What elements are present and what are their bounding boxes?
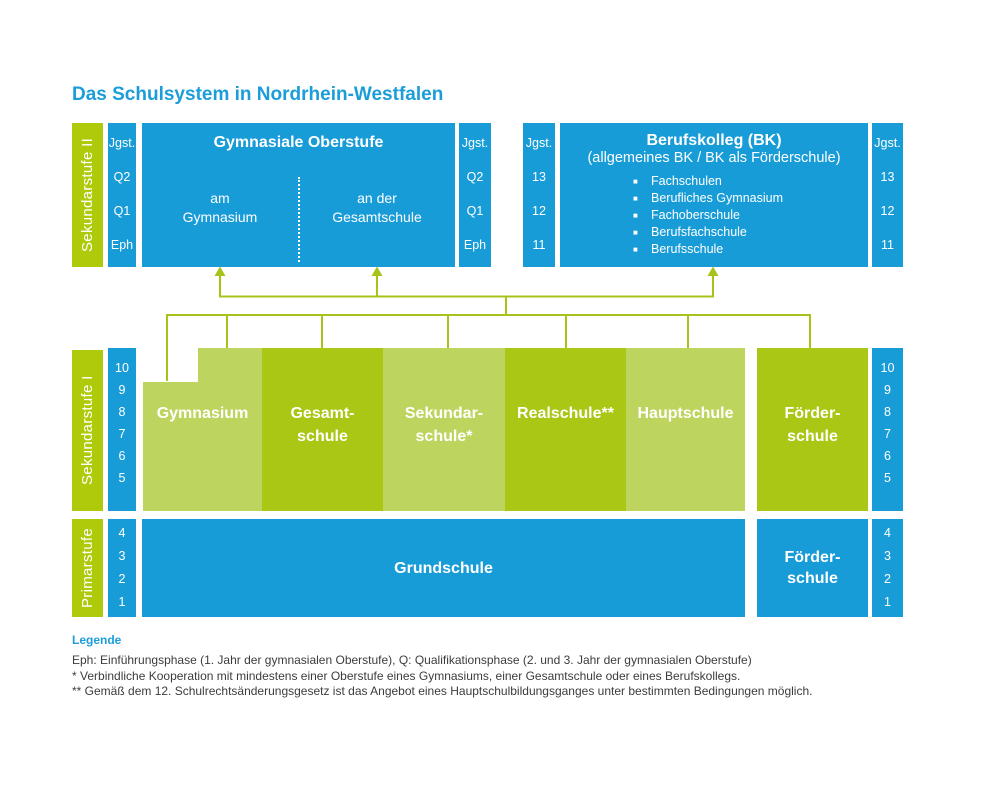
grade-label: Eph — [110, 238, 134, 252]
gymnasiale-oberstufe-box: Gymnasiale Oberstufe am Gymnasium an der… — [142, 123, 455, 267]
legend-line: * Verbindliche Kooperation mit mindesten… — [72, 668, 741, 683]
school-box-sekundarschule: Sekundar- schule* — [383, 348, 505, 511]
grade-label: 11 — [881, 238, 894, 252]
jgst-column-go-left: Jgst. Q2 Q1 Eph — [108, 123, 136, 267]
bullet-icon: ■ — [633, 245, 638, 254]
school-label: Grundschule — [394, 559, 493, 577]
grade-label: 11 — [532, 238, 546, 252]
grade-label: Q1 — [466, 204, 484, 218]
berufskolleg-box: Berufskolleg (BK) (allgemeines BK / BK a… — [560, 123, 868, 267]
list-item: ■ Berufliches Gymnasium — [633, 190, 783, 207]
grade-label: 6 — [884, 449, 891, 463]
jgst-column-bk-left: Jgst. 13 12 11 — [523, 123, 555, 267]
grade-col-header: Jgst. — [874, 136, 901, 150]
bullet-icon: ■ — [633, 194, 638, 203]
grade-label: 8 — [118, 405, 126, 419]
gymnasiale-oberstufe-title: Gymnasiale Oberstufe — [213, 134, 384, 151]
school-box-foerderschule-primar: Förder- schule — [757, 519, 868, 617]
list-item: ■ Berufsfachschule — [633, 224, 783, 241]
legend-line: Eph: Einführungsphase (1. Jahr der gymna… — [72, 653, 752, 667]
grade-label: Q2 — [466, 170, 484, 184]
grade-column-primar-right: 4 3 2 1 — [872, 519, 903, 617]
school-label: Gesamt- schule — [290, 405, 355, 445]
grade-label: 3 — [884, 549, 891, 563]
page-title: Das Schulsystem in Nordrhein-Westfalen — [72, 84, 444, 105]
list-item-text: Berufliches Gymnasium — [651, 191, 783, 205]
go-am-gymnasium: am Gymnasium — [182, 190, 258, 225]
school-box-gesamtschule: Gesamt- schule — [262, 348, 383, 511]
arrow-up-icon — [214, 266, 719, 276]
list-item-text: Fachschulen — [651, 174, 722, 188]
grade-label: Q1 — [113, 204, 131, 218]
berufskolleg-list: ■ Fachschulen ■ Berufliches Gymnasium ■ Fac… — [633, 173, 783, 258]
grade-column-sek1-right: 10 9 8 7 6 5 — [872, 348, 903, 511]
grade-label: 5 — [118, 471, 126, 485]
list-item: ■ Fachoberschule — [633, 207, 783, 224]
dotted-divider — [298, 177, 300, 262]
list-item-text: Berufsfachschule — [651, 225, 747, 239]
grade-label: 2 — [118, 572, 126, 586]
grade-label: 13 — [880, 170, 895, 184]
grade-label: 13 — [532, 170, 546, 184]
grade-label: 12 — [532, 204, 546, 218]
school-box-hauptschule: Hauptschule — [626, 348, 745, 511]
bullet-icon: ■ — [633, 211, 638, 220]
school-box-realschule: Realschule** — [505, 348, 626, 511]
primar-side-label: Primarstufe — [72, 519, 103, 617]
grade-label: Q2 — [113, 170, 131, 184]
go-an-der-gesamtschule: an der Gesamtschule — [332, 190, 422, 225]
grade-column-sek1-left: 10 9 8 7 6 5 — [108, 348, 136, 511]
legend: Legende Eph: Einführungsphase (1. Jahr d… — [72, 633, 812, 700]
legend-line: ** Gemäß dem 12. Schulrechtsänderungsges… — [72, 684, 813, 698]
grade-label: 9 — [118, 383, 126, 397]
school-box-foerderschule-sek1: Förder- schule — [757, 348, 868, 511]
grade-label: 12 — [880, 204, 895, 218]
list-item: ■ Fachschulen — [633, 173, 783, 190]
jgst-column-go-right: Jgst. Q2 Q1 Eph — [459, 123, 491, 267]
school-label: Sekundar- schule* — [404, 405, 484, 445]
sek1-side-label-text: Sekundarstufe I — [79, 375, 96, 486]
list-item: ■ Berufsschule — [633, 241, 783, 258]
school-label: Hauptschule — [637, 405, 734, 422]
berufskolleg-subtitle: (allgemeines BK / BK als Förderschule) — [587, 150, 841, 166]
grade-label: 10 — [880, 361, 895, 375]
list-item-text: Fachoberschule — [651, 208, 740, 222]
grade-label: 7 — [884, 427, 891, 441]
berufskolleg-title: Berufskolleg (BK) — [646, 132, 782, 149]
sek2-side-label: Sekundarstufe II — [72, 123, 103, 267]
sek1-side-label: Sekundarstufe I — [72, 350, 103, 511]
school-label: Gymnasium — [156, 405, 249, 422]
school-box-grundschule: Grundschule — [142, 519, 745, 617]
grade-label: 4 — [118, 526, 126, 540]
grade-column-primar-left: 4 3 2 1 — [108, 519, 136, 617]
primar-side-label-text: Primarstufe — [79, 528, 96, 608]
jgst-column-bk-right: Jgst. 13 12 11 — [872, 123, 903, 267]
grade-label: 10 — [115, 361, 129, 375]
connector-lines — [166, 266, 811, 381]
legend-heading: Legende — [72, 633, 122, 647]
list-item-text: Berufsschule — [651, 242, 724, 256]
school-label: Förder- schule — [784, 549, 841, 587]
grade-col-header: Jgst. — [461, 136, 489, 150]
grade-label: 7 — [118, 427, 126, 441]
bullet-icon: ■ — [633, 177, 638, 186]
grade-col-header: Jgst. — [525, 136, 553, 150]
grade-label: 6 — [118, 449, 126, 463]
grade-label: 1 — [884, 595, 891, 609]
grade-label: 1 — [118, 595, 126, 609]
grade-col-header: Jgst. — [108, 136, 136, 150]
grade-label: 3 — [118, 549, 126, 563]
bullet-icon: ■ — [633, 228, 638, 237]
grade-label: 8 — [884, 405, 891, 419]
grade-label: 5 — [884, 471, 891, 485]
school-label: Förder- schule — [784, 405, 841, 445]
school-label: Realschule** — [517, 405, 614, 422]
grade-label: 4 — [884, 526, 891, 540]
grade-label: 2 — [884, 572, 891, 586]
sek2-side-label-text: Sekundarstufe II — [79, 137, 96, 253]
grade-label: Eph — [463, 238, 487, 252]
grade-label: 9 — [884, 383, 891, 397]
